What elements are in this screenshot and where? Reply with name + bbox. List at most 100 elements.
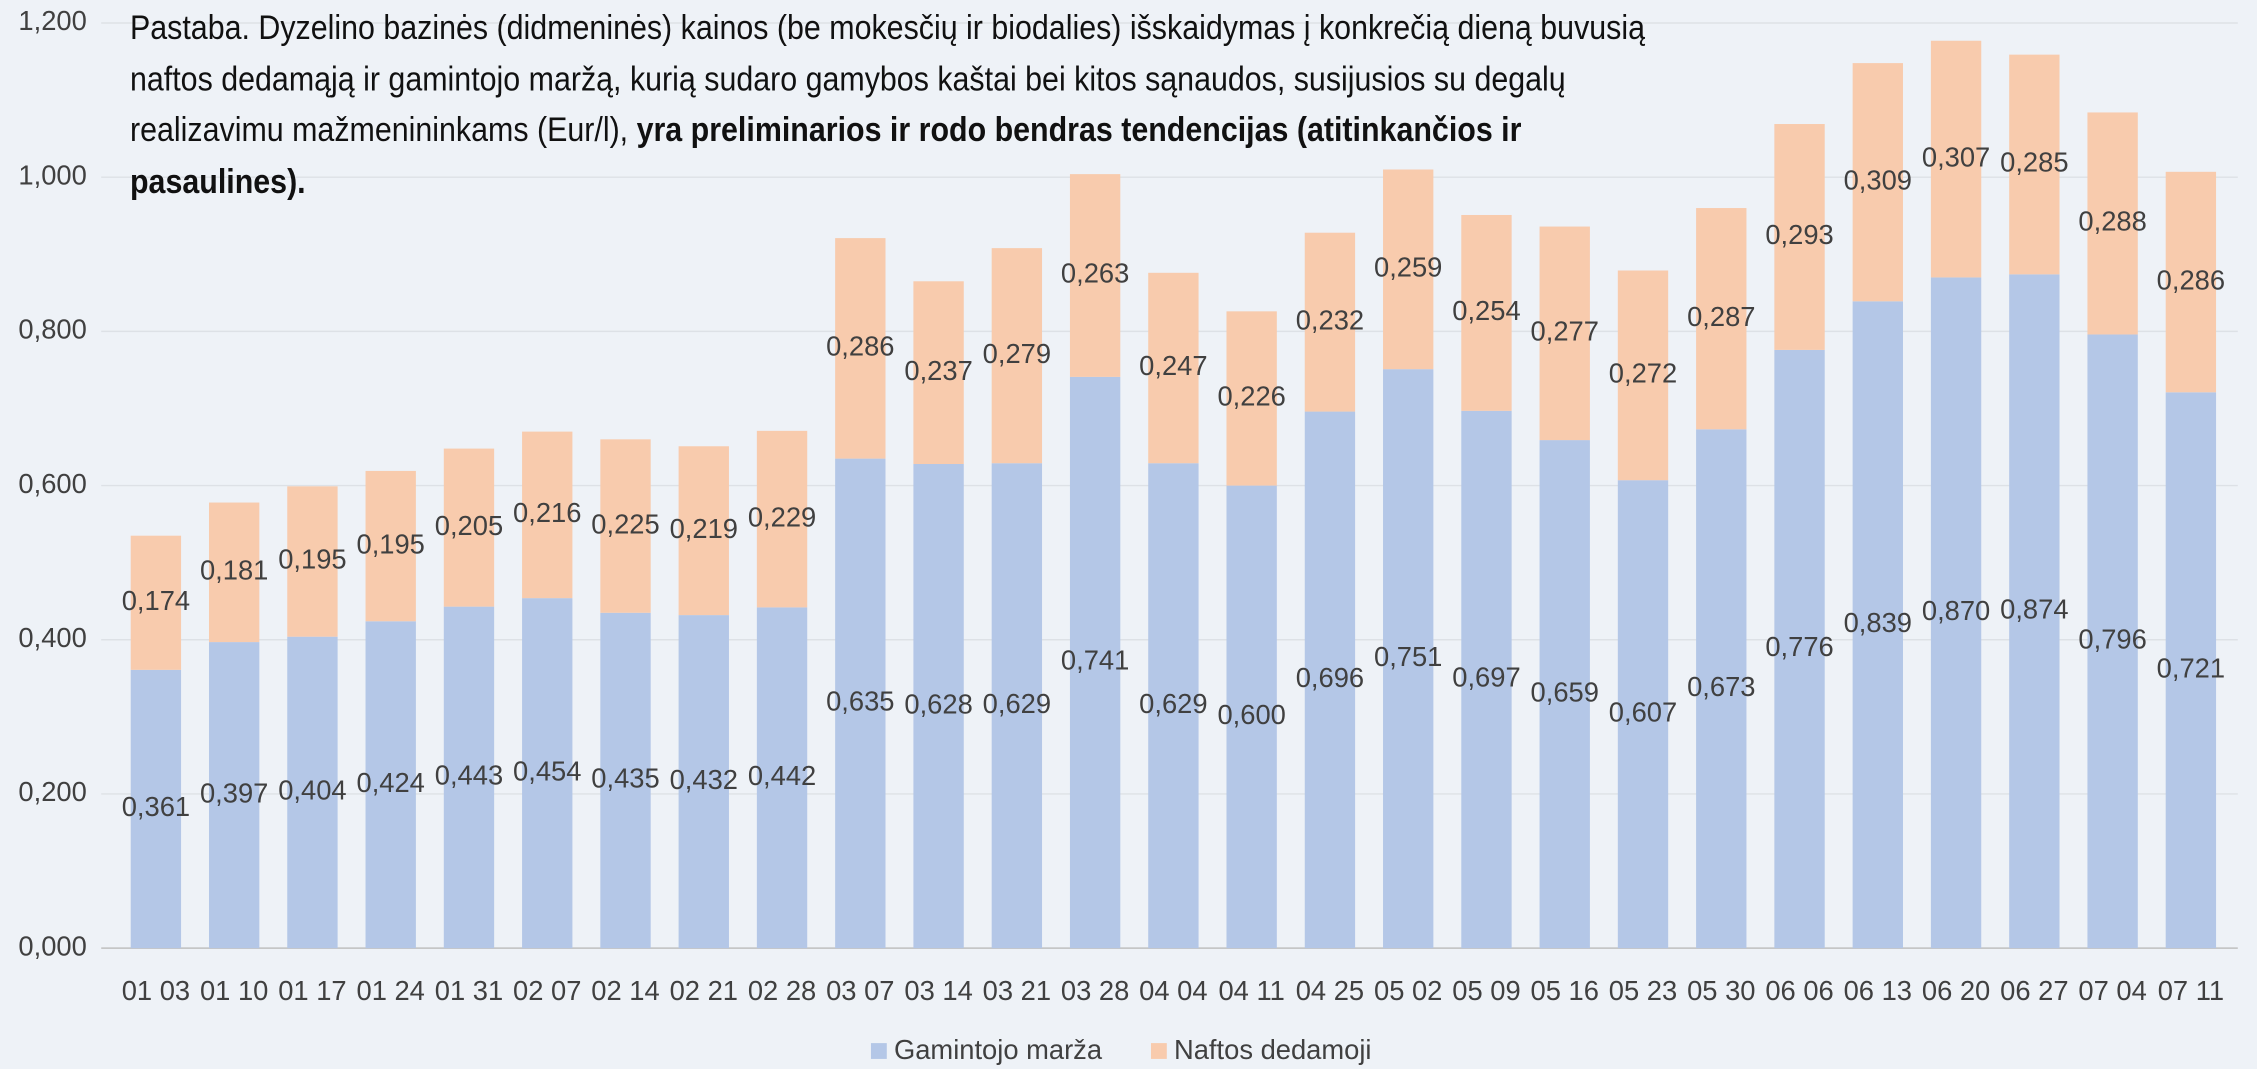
- data-label: 0,226: [1217, 381, 1285, 412]
- x-tick-label: 04 25: [1296, 975, 1364, 1006]
- data-label: 0,309: [1844, 164, 1912, 195]
- data-label: 0,628: [904, 688, 972, 719]
- data-label: 0,272: [1609, 358, 1677, 389]
- data-label: 0,174: [122, 585, 190, 616]
- y-tick-label: 1,000: [18, 159, 86, 190]
- bar-segment: [365, 621, 416, 949]
- data-label: 0,454: [513, 755, 581, 786]
- legend-swatch: [1150, 1043, 1167, 1059]
- bar-segment: [756, 430, 808, 608]
- bar-segment: [1539, 440, 1590, 949]
- data-label: 0,287: [1687, 301, 1755, 332]
- annotation: Pastaba. Dyzelino bazinės (didmeninės) k…: [130, 3, 1649, 207]
- x-tick-label: 01 10: [200, 975, 268, 1006]
- data-label: 0,219: [670, 513, 738, 544]
- x-tick-label: 06 06: [1765, 975, 1833, 1006]
- data-label: 0,600: [1217, 699, 1285, 730]
- x-tick-label: 01 24: [357, 975, 425, 1006]
- x-tick-label: 05 02: [1374, 975, 1442, 1006]
- bar-segment: [1383, 169, 1434, 370]
- data-label: 0,874: [2000, 593, 2068, 624]
- data-label: 0,607: [1609, 696, 1677, 727]
- bar-segment: [130, 669, 182, 949]
- x-tick-label: 04 11: [1218, 975, 1284, 1006]
- data-label: 0,216: [513, 497, 581, 528]
- x-tick-label: 07 04: [2078, 975, 2146, 1006]
- data-label: 0,741: [1061, 645, 1129, 676]
- bar-segment: [1383, 369, 1434, 949]
- bar-segment: [991, 463, 1043, 949]
- legend-label: Gamintojo marža: [894, 1034, 1103, 1065]
- x-tick-label: 06 20: [1922, 975, 1990, 1006]
- data-label: 0,237: [904, 355, 972, 386]
- data-label: 0,279: [983, 338, 1051, 369]
- data-label: 0,659: [1531, 676, 1599, 707]
- x-tick-label: 02 07: [513, 975, 581, 1006]
- x-tick-label: 01 31: [435, 975, 503, 1006]
- bar-segment: [1226, 311, 1277, 486]
- data-label: 0,432: [670, 764, 738, 795]
- bar-segment: [1069, 174, 1121, 377]
- x-tick-label: 01 17: [278, 975, 346, 1006]
- data-label: 0,776: [1765, 631, 1833, 662]
- data-label: 0,697: [1452, 662, 1520, 693]
- bar-segment: [835, 458, 886, 949]
- data-label: 0,286: [826, 331, 894, 362]
- bar-segment: [600, 439, 651, 613]
- x-tick-label: 03 07: [826, 975, 894, 1006]
- x-tick-label: 05 30: [1687, 975, 1755, 1006]
- data-label: 0,247: [1139, 350, 1207, 381]
- bar-segment: [1852, 301, 1903, 949]
- data-label: 0,229: [748, 501, 816, 532]
- data-label: 0,796: [2078, 624, 2146, 655]
- data-label: 0,635: [826, 686, 894, 717]
- data-label: 0,424: [357, 767, 425, 798]
- data-label: 0,205: [435, 510, 503, 541]
- bar-segment: [1069, 376, 1121, 949]
- bar-segment: [1696, 429, 1747, 949]
- bar-segment: [1852, 63, 1903, 302]
- bar-segment: [287, 486, 338, 637]
- data-label: 0,181: [200, 555, 268, 586]
- data-label: 0,263: [1061, 258, 1129, 289]
- bar-segment: [1461, 410, 1512, 949]
- data-label: 0,254: [1452, 295, 1520, 326]
- bar-segment: [208, 502, 260, 643]
- data-label: 0,286: [2157, 264, 2225, 295]
- bar-segment: [208, 642, 260, 949]
- data-label: 0,397: [200, 777, 268, 808]
- x-tick-label: 01 03: [122, 975, 190, 1006]
- bar-segment: [365, 470, 416, 622]
- x-tick-label: 03 14: [904, 975, 972, 1006]
- data-label: 0,721: [2157, 652, 2225, 683]
- x-tick-label: 03 28: [1061, 975, 1129, 1006]
- bar-segment: [2087, 112, 2138, 335]
- data-label: 0,404: [278, 775, 346, 806]
- y-tick-label: 0,800: [18, 314, 86, 345]
- x-tick-label: 05 23: [1609, 975, 1677, 1006]
- bar-segment: [835, 238, 886, 459]
- x-tick-label: 02 28: [748, 975, 816, 1006]
- bar-segment: [1226, 485, 1277, 949]
- bars: [130, 40, 2217, 949]
- bar-segment: [1696, 208, 1747, 430]
- x-tick-label: 04 04: [1139, 975, 1207, 1006]
- bar-segment: [1774, 124, 1825, 350]
- bar-segment: [1930, 277, 1982, 949]
- x-tick-label: 03 21: [983, 975, 1051, 1006]
- annotation-bold: yra preliminarios ir rodo bendras tenden…: [129, 110, 1522, 201]
- bar-segment: [130, 535, 182, 670]
- bar-segment: [1930, 40, 1982, 278]
- bar-segment: [2165, 171, 2217, 393]
- bar-segment: [1461, 214, 1512, 411]
- annotation-text: Pastaba. Dyzelino bazinės (didmeninės) k…: [129, 8, 1645, 150]
- legend-label: Naftos dedamoji: [1174, 1034, 1371, 1065]
- bar-segment: [1304, 411, 1356, 949]
- data-label: 0,751: [1374, 641, 1442, 672]
- bar-segment: [913, 281, 964, 464]
- y-tick-label: 0,000: [18, 930, 86, 961]
- data-label: 0,288: [2078, 206, 2146, 237]
- annotation-box: Pastaba. Dyzelino bazinės (didmeninės) k…: [130, 3, 1649, 207]
